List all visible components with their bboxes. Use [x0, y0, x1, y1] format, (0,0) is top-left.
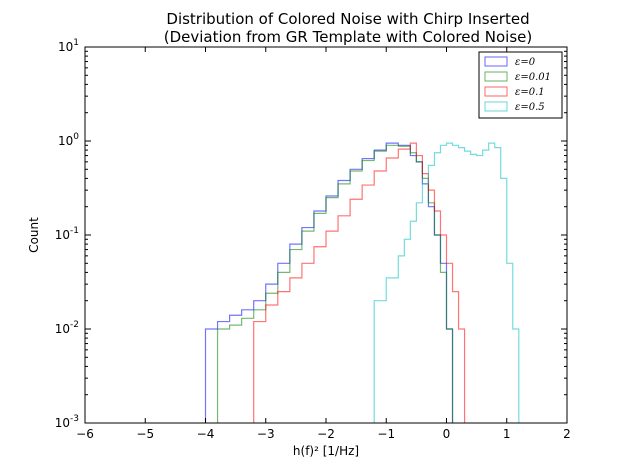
- legend-swatch-1: [484, 71, 508, 82]
- legend: ε=0 ε=0.01 ε=0.1 ε=0.5: [478, 51, 563, 119]
- x-tick-label: 2: [563, 427, 571, 441]
- x-axis-label: h(f)² [1/Hz]: [293, 444, 359, 458]
- y-axis: 101 100 10-1 10-2 10-3: [55, 38, 567, 430]
- x-axis: −6 −5 −4 −3 −2 −1 0 1 2: [76, 47, 571, 441]
- legend-label-3: ε=0.5: [515, 102, 545, 113]
- y-tick-label: 10-3: [55, 414, 79, 430]
- x-tick-label: −2: [317, 427, 335, 441]
- legend-label-2: ε=0.1: [515, 87, 545, 98]
- y-tick-label: 101: [58, 38, 79, 54]
- series-line-3: [373, 142, 520, 423]
- y-axis-label: Count: [27, 217, 41, 253]
- y-tick-label: 10-1: [55, 226, 79, 242]
- legend-box: [478, 51, 563, 119]
- x-tick-label: 0: [443, 427, 451, 441]
- legend-swatch-3: [484, 101, 508, 112]
- legend-swatch-2: [484, 86, 508, 97]
- chart-title-line2: (Deviation from GR Template with Colored…: [164, 28, 532, 46]
- series-line-1: [216, 144, 454, 423]
- series-line-2: [253, 142, 466, 423]
- x-tick-label: −5: [136, 427, 154, 441]
- legend-label-1: ε=0.01: [515, 72, 551, 83]
- legend-label-0: ε=0: [515, 57, 536, 68]
- y-tick-label: 10-2: [55, 320, 79, 336]
- x-tick-label: −6: [76, 427, 94, 441]
- x-tick-label: −1: [377, 427, 395, 441]
- x-tick-label: −4: [197, 427, 215, 441]
- series-layer: [204, 142, 520, 423]
- chart-title-line1: Distribution of Colored Noise with Chirp…: [166, 10, 529, 28]
- x-tick-label: −3: [257, 427, 275, 441]
- x-tick-label: 1: [503, 427, 511, 441]
- legend-swatch-0: [484, 56, 508, 67]
- y-tick-label: 100: [58, 132, 79, 148]
